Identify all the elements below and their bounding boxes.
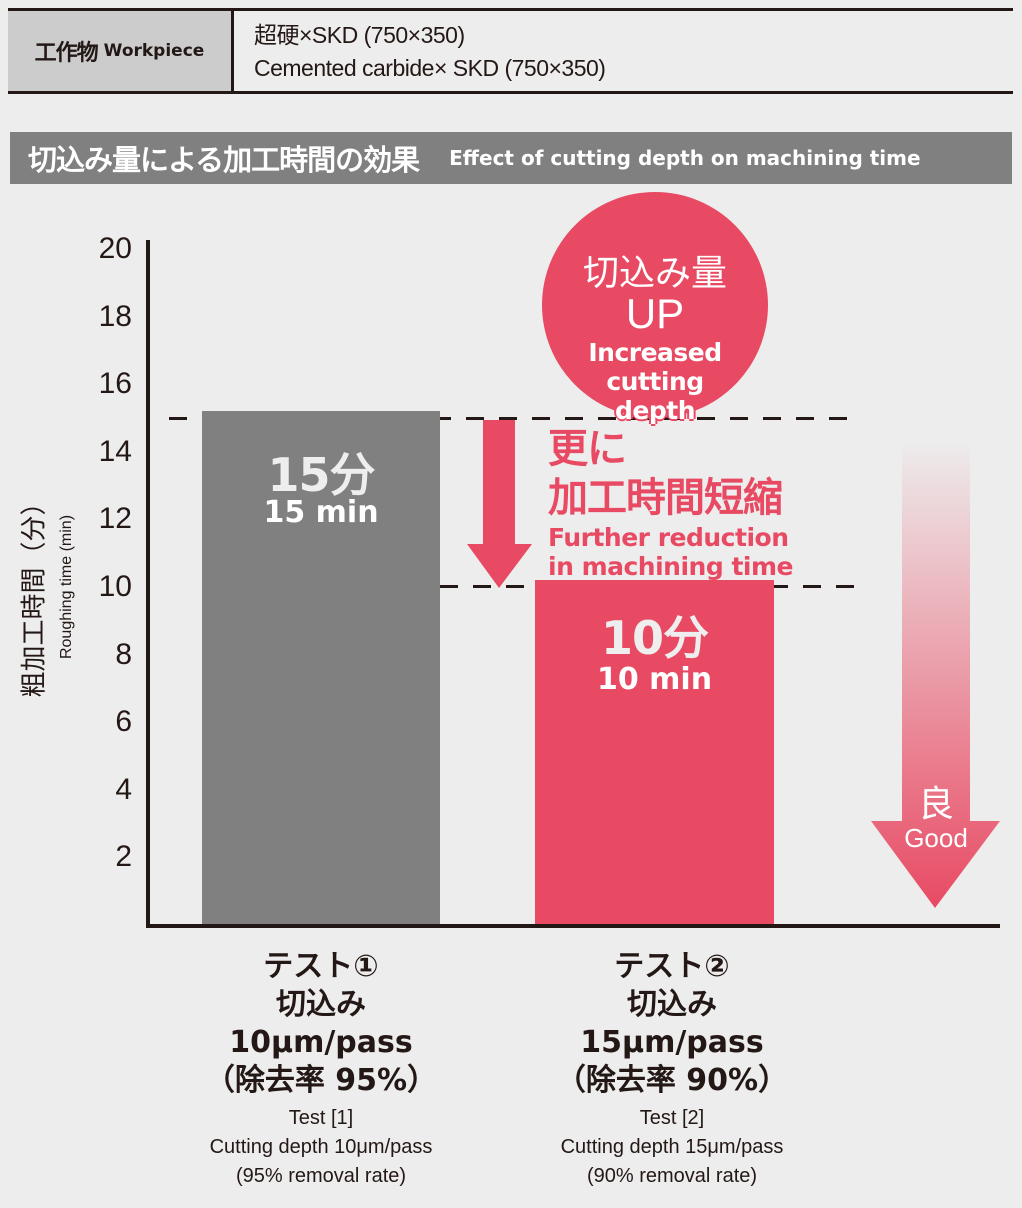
category-label-test-1: テスト① 切込み 10μm/pass （除去率 95%） Test [1] Cu… — [141, 948, 501, 1191]
cat1-en-line1: Test [1] — [288, 1107, 354, 1129]
good-label-jp: 良 — [917, 784, 954, 825]
bar-test-2-value-en: 10 min — [596, 662, 713, 697]
y-tick-label: 14 — [98, 434, 132, 468]
good-label-en: Good — [904, 823, 968, 853]
good-arrow-icon — [871, 440, 1000, 908]
callout-en-line1: Increased cutting — [588, 338, 722, 396]
cat1-jp-line2: 切込み — [276, 987, 366, 1022]
y-tick-label: 2 — [115, 840, 132, 874]
section-title-bar: 切込み量による加工時間の効果 Effect of cutting depth o… — [10, 132, 1012, 184]
y-axis-label-jp: 粗加工時間（分） — [19, 489, 50, 698]
callout-up: UP — [625, 290, 685, 337]
y-tick-label: 8 — [115, 637, 132, 671]
callout-jp: 切込み量 — [582, 253, 727, 294]
category-label-test-2: テスト② 切込み 15μm/pass （除去率 90%） Test [2] Cu… — [492, 948, 852, 1191]
bar-test-1-value-jp: 15分 — [267, 448, 375, 502]
workpiece-value-en: Cemented carbide× SKD (750×350) — [254, 55, 606, 81]
cat2-en: Test [2] Cutting depth 15μm/pass (90% re… — [492, 1104, 852, 1191]
y-tick-label: 18 — [98, 299, 132, 333]
good-label: 良 Good — [868, 784, 1004, 853]
reduction-jp-line2: 加工時間短縮 — [548, 475, 783, 521]
increased-depth-callout: 切込み量 UP Increased cutting depth — [542, 192, 768, 425]
bar-test-2-value-jp: 10分 — [600, 611, 709, 665]
workpiece-value-jp: 超硬×SKD (750×350) — [254, 22, 465, 48]
y-axis-line — [146, 240, 150, 928]
callout-en: Increased cutting depth — [542, 338, 768, 425]
reduction-en-line1: Further reduction — [548, 523, 789, 552]
bar-test-2: 10分 10 min — [535, 580, 774, 924]
callout-en-line2: depth — [615, 396, 696, 425]
y-tick-label: 4 — [115, 772, 132, 806]
section-title-en: Effect of cutting depth on machining tim… — [449, 146, 921, 170]
y-tick-label: 12 — [98, 502, 132, 536]
reference-line-15 — [169, 417, 861, 420]
cat2-jp-line3: 15μm/pass — [580, 1025, 764, 1060]
y-tick-label: 10 — [98, 570, 132, 603]
cat2-jp-line1: テスト② — [614, 949, 730, 984]
bar-test-1-value-en: 15 min — [263, 495, 379, 530]
cat1-en-line2: Cutting depth 10μm/pass — [209, 1136, 433, 1158]
cat1-jp-line1: テスト① — [263, 949, 379, 984]
cat2-jp-line4: （除去率 90%） — [555, 1063, 789, 1098]
reduction-jp-line1: 更に — [548, 426, 627, 472]
cat1-en: Test [1] Cutting depth 10μm/pass (95% re… — [141, 1104, 501, 1191]
cat2-en-line1: Test [2] — [639, 1107, 705, 1129]
cat1-en-line3: (95% removal rate) — [235, 1165, 407, 1187]
cat1-jp-line4: （除去率 95%） — [204, 1063, 438, 1098]
cat2-en-line3: (90% removal rate) — [586, 1165, 758, 1187]
reduction-note: 更に 加工時間短縮 Further reduction in machining… — [548, 425, 793, 581]
reduction-arrow-icon — [467, 420, 532, 588]
y-tick-label: 6 — [115, 705, 132, 739]
x-axis-line — [146, 924, 1000, 928]
workpiece-value-cell: 超硬×SKD (750×350) Cemented carbide× SKD (… — [254, 19, 606, 85]
workpiece-label-jp: 工作物 — [34, 41, 99, 66]
cat2-en-line2: Cutting depth 15μm/pass — [560, 1136, 784, 1158]
workpiece-label-cell: 工作物 Workpiece — [8, 11, 234, 91]
bar-test-1: 15分 15 min — [202, 411, 440, 924]
cat2-jp-line2: 切込み — [627, 987, 717, 1022]
cat1-jp-line3: 10μm/pass — [229, 1025, 413, 1060]
workpiece-table: 工作物 Workpiece 超硬×SKD (750×350) Cemented … — [8, 8, 1013, 94]
section-title-jp: 切込み量による加工時間の効果 — [28, 143, 420, 177]
y-tick-label: 16 — [98, 367, 132, 401]
reduction-en-line2: in machining time — [548, 552, 793, 581]
workpiece-label-en: Workpiece — [103, 41, 205, 61]
y-tick-label: 20 — [98, 232, 132, 265]
